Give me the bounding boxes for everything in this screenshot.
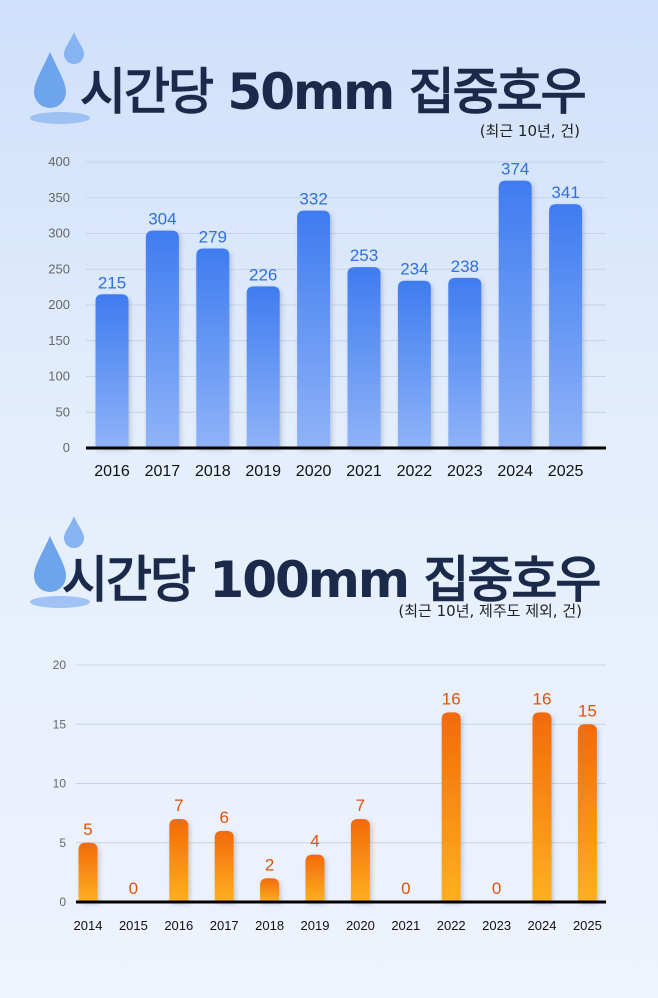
data-label: 304 — [148, 210, 176, 229]
data-label: 0 — [401, 879, 410, 898]
chart-panel-50mm: 시간당 50mm 집중호우 (최근 10년, 건) 0 50 100 150 200 25… — [30, 32, 606, 480]
bar — [498, 180, 532, 448]
data-label: 341 — [551, 183, 579, 202]
x-tick-label: 2016 — [94, 463, 130, 480]
bar — [549, 204, 583, 448]
x-tick-label: 2025 — [548, 463, 584, 480]
bar — [448, 277, 482, 448]
data-label: 226 — [249, 265, 277, 284]
bar — [169, 819, 189, 902]
data-label: 16 — [533, 689, 552, 708]
chart-subtitle: (최근 10년, 제주도 제외, 건) — [398, 602, 582, 620]
x-tick-label: 2020 — [346, 918, 375, 933]
x-tick-label: 2023 — [482, 918, 511, 933]
y-tick-label: 300 — [48, 226, 70, 241]
y-tick-label: 50 — [56, 404, 70, 419]
water-drop-icon — [30, 516, 90, 608]
y-tick-label: 100 — [48, 369, 70, 384]
y-tick-label: 0 — [63, 440, 70, 455]
chart-panel-100mm: 시간당 100mm 집중호우 (최근 10년, 제주도 제외, 건) 0 5 10 1… — [0, 500, 658, 998]
data-label: 374 — [501, 160, 529, 179]
x-tick-label: 2015 — [119, 918, 148, 933]
chart-title: 시간당 100mm 집중호우 — [62, 551, 601, 609]
data-label: 215 — [98, 273, 126, 292]
bar — [95, 294, 129, 448]
y-tick-label: 250 — [48, 261, 70, 276]
x-tick-label: 2017 — [145, 463, 181, 480]
data-label: 332 — [299, 190, 327, 209]
data-label: 0 — [129, 879, 138, 898]
data-label: 2 — [265, 855, 274, 874]
x-tick-label: 2021 — [346, 463, 382, 480]
data-label: 7 — [174, 796, 183, 815]
bar — [260, 878, 280, 902]
bar — [347, 267, 381, 448]
data-label: 4 — [310, 832, 319, 851]
bar — [145, 230, 179, 448]
data-label: 15 — [578, 701, 597, 720]
y-tick-label: 10 — [53, 777, 67, 791]
x-tick-label: 2025 — [573, 918, 602, 933]
bar — [246, 286, 280, 448]
x-tick-label: 2014 — [74, 918, 103, 933]
bar-chart-50mm: 0 50 100 150 200 250 300 350 400 215 2016 304 2017 27… — [48, 154, 606, 480]
data-label: 238 — [451, 257, 479, 276]
data-label: 7 — [356, 796, 365, 815]
y-tick-label: 20 — [53, 658, 67, 672]
y-tick-label: 350 — [48, 190, 70, 205]
y-tick-label: 15 — [53, 717, 67, 731]
x-tick-label: 2018 — [255, 918, 284, 933]
x-tick-label: 2024 — [497, 463, 533, 480]
chart-title: 시간당 50mm 집중호우 — [80, 63, 587, 121]
x-tick-label: 2018 — [195, 463, 231, 480]
data-label: 16 — [442, 689, 461, 708]
bar — [577, 724, 597, 902]
x-tick-label: 2022 — [397, 463, 433, 480]
y-tick-label: 400 — [48, 154, 70, 169]
data-label: 0 — [492, 879, 501, 898]
y-tick-label: 0 — [59, 895, 66, 909]
bar — [196, 248, 230, 448]
x-tick-label: 2016 — [164, 918, 193, 933]
bar-chart-100mm: 0 5 10 15 20 5 2014 0 2015 7 2016 6 2017 2 2018 4 2019 7 2… — [53, 658, 606, 933]
bar — [214, 830, 234, 902]
bar — [350, 819, 370, 902]
x-tick-label: 2020 — [296, 463, 332, 480]
chart-subtitle: (최근 10년, 건) — [479, 122, 580, 140]
bar — [397, 280, 431, 448]
bar — [297, 210, 331, 448]
x-tick-label: 2022 — [437, 918, 466, 933]
data-label: 253 — [350, 246, 378, 265]
x-tick-label: 2017 — [210, 918, 239, 933]
bar — [532, 712, 552, 902]
data-label: 5 — [83, 820, 92, 839]
bar — [78, 842, 98, 902]
data-label: 234 — [400, 260, 428, 279]
bar — [305, 854, 325, 902]
x-tick-label: 2024 — [528, 918, 557, 933]
bar — [441, 712, 461, 902]
x-tick-label: 2023 — [447, 463, 483, 480]
y-tick-label: 5 — [59, 836, 66, 850]
x-tick-label: 2019 — [301, 918, 330, 933]
y-tick-label: 200 — [48, 297, 70, 312]
x-tick-label: 2021 — [391, 918, 420, 933]
data-label: 6 — [219, 808, 228, 827]
y-tick-label: 150 — [48, 333, 70, 348]
water-drop-icon — [30, 32, 90, 124]
data-label: 279 — [199, 228, 227, 247]
x-tick-label: 2019 — [245, 463, 281, 480]
